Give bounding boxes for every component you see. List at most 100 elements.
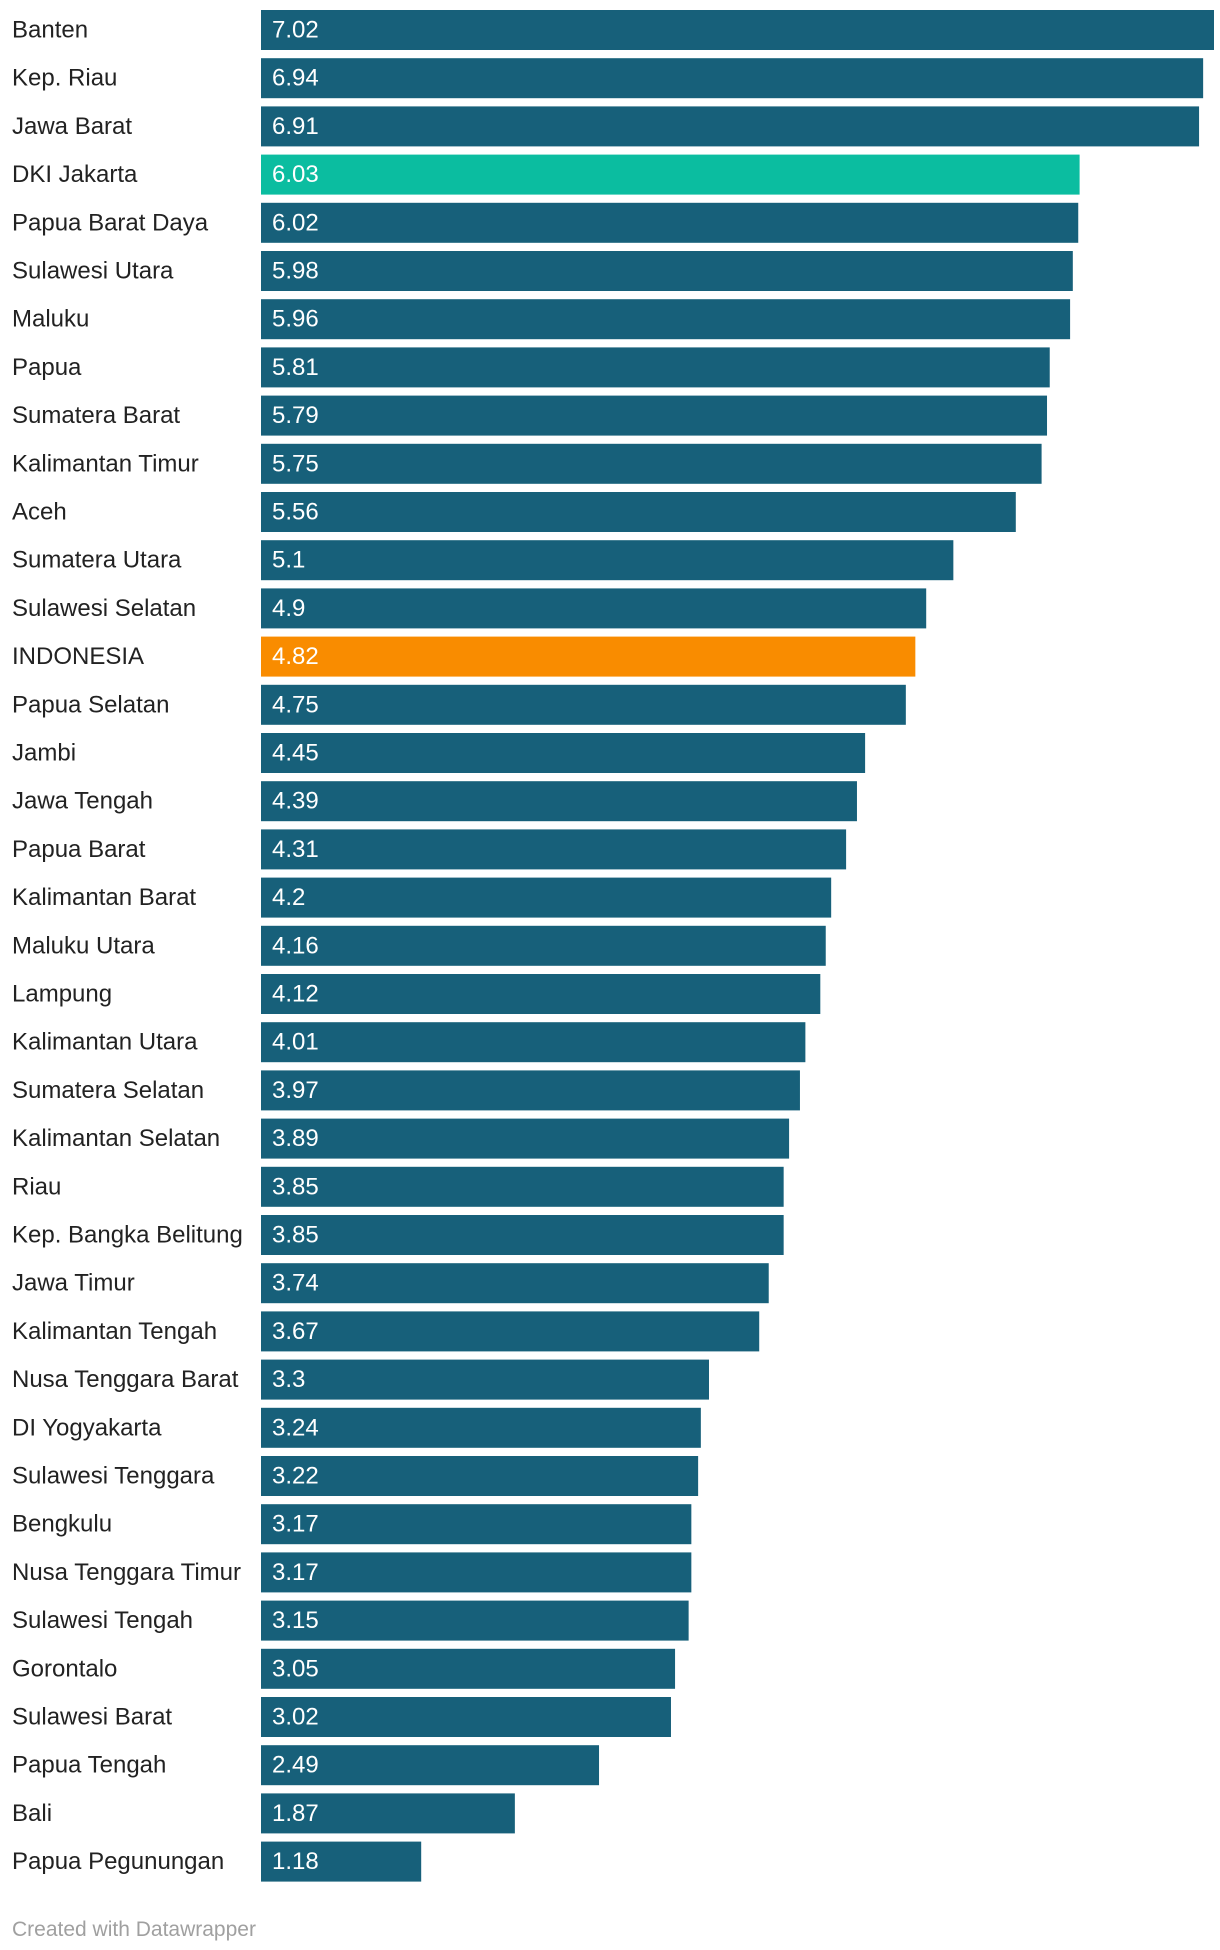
category-label-kalimantan-utara: Kalimantan Utara — [12, 1029, 198, 1056]
value-label-riau: 3.85 — [272, 1173, 319, 1200]
category-label-jambi: Jambi — [12, 740, 76, 767]
category-label-nusa-tenggara-timur: Nusa Tenggara Timur — [12, 1559, 241, 1586]
bar-row-sulawesi-barat: Sulawesi Barat 3.02 — [12, 1697, 671, 1737]
value-label-lampung: 4.12 — [272, 981, 319, 1008]
bar-kep-riau — [261, 58, 1204, 99]
bar-row-papua: Papua 5.81 — [12, 347, 1050, 388]
bar-aceh — [261, 492, 1016, 532]
bar-row-aceh: Aceh 5.56 — [12, 492, 1016, 532]
bar-sumatera-selatan — [261, 1070, 800, 1111]
bar-row-sulawesi-tenggara: Sulawesi Tenggara 3.22 — [12, 1456, 699, 1496]
bar-gorontalo — [261, 1648, 676, 1689]
value-label-di-yogyakarta: 3.24 — [272, 1414, 319, 1441]
value-label-sumatera-selatan: 3.97 — [272, 1077, 319, 1104]
bar-row-kalimantan-tengah: Kalimantan Tengah 3.67 — [12, 1311, 760, 1352]
bar-kalimantan-barat — [261, 877, 832, 918]
category-label-maluku-utara: Maluku Utara — [12, 932, 155, 959]
bar-nusa-tenggara-barat — [261, 1359, 709, 1400]
bar-sulawesi-tengah — [261, 1600, 689, 1641]
category-label-maluku: Maluku — [12, 306, 89, 333]
bar-row-sulawesi-utara: Sulawesi Utara 5.98 — [12, 251, 1073, 291]
bar-riau — [261, 1166, 784, 1207]
category-label-kep-bangka-belitung: Kep. Bangka Belitung — [12, 1222, 243, 1249]
category-label-kalimantan-selatan: Kalimantan Selatan — [12, 1125, 220, 1152]
value-label-bali: 1.87 — [272, 1800, 319, 1827]
bar-row-kep-riau: Kep. Riau 6.94 — [12, 58, 1204, 99]
value-label-nusa-tenggara-barat: 3.3 — [272, 1366, 305, 1393]
category-label-bali: Bali — [12, 1800, 52, 1827]
value-label-jawa-tengah: 4.39 — [272, 788, 319, 815]
bar-row-sumatera-barat: Sumatera Barat 5.79 — [12, 395, 1048, 436]
value-label-jambi: 4.45 — [272, 740, 319, 767]
bar-kalimantan-timur — [261, 443, 1042, 484]
category-label-papua-pegunungan: Papua Pegunungan — [12, 1848, 224, 1875]
category-label-papua: Papua — [12, 354, 82, 381]
bar-kalimantan-utara — [261, 1022, 806, 1063]
value-label-jawa-timur: 3.74 — [272, 1270, 319, 1297]
bar-papua-selatan — [261, 684, 906, 725]
bar-sumatera-utara — [261, 540, 954, 581]
bar-row-dki-jakarta: DKI Jakarta 6.03 — [12, 154, 1080, 195]
value-label-papua-barat: 4.31 — [272, 836, 319, 863]
bar-row-sulawesi-tengah: Sulawesi Tengah 3.15 — [12, 1600, 689, 1641]
bar-row-sumatera-utara: Sumatera Utara 5.1 — [12, 540, 954, 581]
value-label-jawa-barat: 6.91 — [272, 113, 319, 140]
value-label-indonesia: 4.82 — [272, 643, 319, 670]
category-label-bengkulu: Bengkulu — [12, 1511, 112, 1538]
bar-bali — [261, 1793, 515, 1834]
category-label-indonesia: INDONESIA — [12, 643, 144, 670]
value-label-papua-selatan: 4.75 — [272, 691, 319, 718]
value-label-papua-pegunungan: 1.18 — [272, 1848, 319, 1875]
bar-row-indonesia: INDONESIA 4.82 — [12, 636, 916, 677]
bar-sulawesi-barat — [261, 1697, 671, 1737]
bar-jawa-tengah — [261, 781, 857, 822]
bar-row-sumatera-selatan: Sumatera Selatan 3.97 — [12, 1070, 800, 1111]
category-label-banten: Banten — [12, 17, 88, 44]
bar-sumatera-barat — [261, 395, 1048, 436]
value-label-kalimantan-selatan: 3.89 — [272, 1125, 319, 1152]
bar-papua-barat — [261, 829, 847, 870]
category-label-papua-tengah: Papua Tengah — [12, 1752, 166, 1779]
value-label-sulawesi-tenggara: 3.22 — [272, 1463, 319, 1490]
value-label-dki-jakarta: 6.03 — [272, 161, 319, 188]
category-label-papua-selatan: Papua Selatan — [12, 691, 169, 718]
category-label-papua-barat-daya: Papua Barat Daya — [12, 209, 209, 236]
bar-row-kalimantan-utara: Kalimantan Utara 4.01 — [12, 1022, 806, 1063]
value-label-maluku: 5.96 — [272, 306, 319, 333]
category-label-kep-riau: Kep. Riau — [12, 65, 117, 92]
value-label-papua: 5.81 — [272, 354, 319, 381]
bar-sulawesi-utara — [261, 251, 1073, 291]
bar-bengkulu — [261, 1504, 692, 1545]
bar-row-bengkulu: Bengkulu 3.17 — [12, 1504, 692, 1545]
category-label-sulawesi-tenggara: Sulawesi Tenggara — [12, 1463, 215, 1490]
category-label-sumatera-barat: Sumatera Barat — [12, 402, 180, 429]
bar-papua — [261, 347, 1050, 388]
bar-chart: Banten 7.02 Kep. Riau 6.94 Jawa Barat 6.91 DKI… — [12, 10, 1214, 1882]
bar-kep-bangka-belitung — [261, 1215, 784, 1255]
value-label-sulawesi-utara: 5.98 — [272, 258, 319, 285]
bar-jambi — [261, 733, 866, 773]
bar-row-kalimantan-selatan: Kalimantan Selatan 3.89 — [12, 1118, 790, 1159]
bar-row-gorontalo: Gorontalo 3.05 — [12, 1648, 676, 1689]
bar-maluku-utara — [261, 925, 826, 966]
value-label-nusa-tenggara-timur: 3.17 — [272, 1559, 319, 1586]
value-label-sulawesi-barat: 3.02 — [272, 1704, 319, 1731]
category-label-kalimantan-tengah: Kalimantan Tengah — [12, 1318, 217, 1345]
bar-row-jambi: Jambi 4.45 — [12, 733, 866, 773]
category-label-nusa-tenggara-barat: Nusa Tenggara Barat — [12, 1366, 239, 1393]
category-label-sulawesi-utara: Sulawesi Utara — [12, 258, 174, 285]
bar-jawa-barat — [261, 106, 1200, 147]
value-label-banten: 7.02 — [272, 17, 319, 44]
bar-jawa-timur — [261, 1263, 769, 1304]
datawrapper-credit: Created with Datawrapper — [12, 1918, 256, 1941]
bar-row-jawa-timur: Jawa Timur 3.74 — [12, 1263, 769, 1304]
bar-di-yogyakarta — [261, 1407, 701, 1448]
category-label-sulawesi-tengah: Sulawesi Tengah — [12, 1607, 193, 1634]
category-label-sulawesi-selatan: Sulawesi Selatan — [12, 595, 196, 622]
bar-row-jawa-tengah: Jawa Tengah 4.39 — [12, 781, 857, 822]
bar-row-sulawesi-selatan: Sulawesi Selatan 4.9 — [12, 588, 927, 629]
bar-row-maluku-utara: Maluku Utara 4.16 — [12, 925, 826, 966]
bar-papua-barat-daya — [261, 202, 1079, 243]
value-label-maluku-utara: 4.16 — [272, 932, 319, 959]
category-label-kalimantan-barat: Kalimantan Barat — [12, 884, 196, 911]
